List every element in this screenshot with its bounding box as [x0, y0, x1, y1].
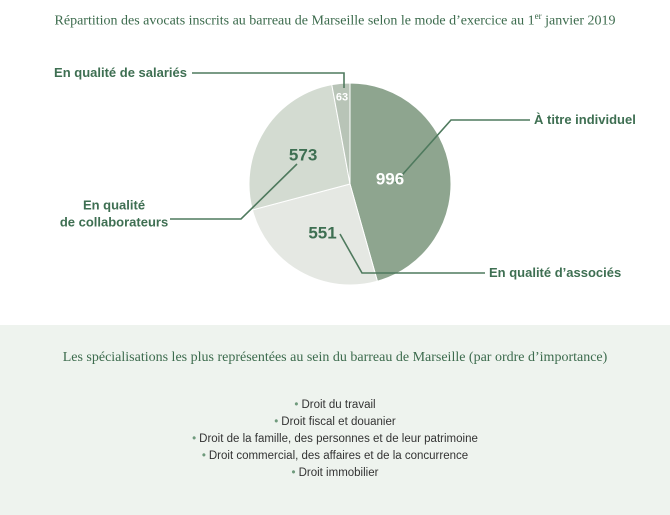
specialisation-label: Droit commercial, des affaires et de la … [208, 450, 469, 462]
specialisation-label: Droit du travail [301, 399, 376, 411]
chart-section: Répartition des avocats inscrits au barr… [54, 11, 636, 286]
specialisations-list: • Droit du travail • Droit fiscal et douani… [0, 397, 670, 482]
slice-callout-label: En qualité de collaborateurs [60, 198, 168, 230]
specialisation-item: • Droit immobilier [0, 465, 670, 482]
specialisation-item: • Droit de la famille, des personnes et d… [0, 431, 670, 448]
callout-line: En qualité [83, 198, 145, 213]
bullet-icon: • [294, 399, 299, 411]
specialisation-label: Droit fiscal et douanier [281, 416, 396, 428]
callout-line: de collaborateurs [60, 215, 168, 230]
specialisations-title: Les spécialisations les plus représentée… [62, 350, 608, 365]
bullet-icon: • [192, 433, 197, 445]
slice-value-label: 551 [308, 223, 336, 242]
leader-line [192, 72, 345, 88]
bullet-icon: • [291, 467, 296, 479]
callout-line: En qualité de salariés [54, 65, 187, 80]
chart-title: Répartition des avocats inscrits au barr… [54, 11, 616, 29]
slice-salaries [331, 82, 351, 185]
specialisation-label: Droit immobilier [298, 467, 379, 479]
specialisation-item: • Droit commercial, des affaires et de la… [0, 448, 670, 465]
callout-line: En qualité d’associés [489, 265, 621, 280]
slice-value-label: 63 [336, 92, 348, 104]
pie-chart: 996 À titre individuel 551 En qualité d’ass… [54, 65, 636, 286]
leader-line [394, 119, 530, 184]
slice-individuel [349, 82, 452, 282]
slice-callout-label: En qualité d’associés [489, 265, 621, 280]
slice-callout-label: À titre individuel [534, 112, 636, 127]
specialisation-item: • Droit du travail [0, 397, 670, 414]
slice-associes [251, 183, 379, 286]
leader-line [339, 233, 485, 274]
bullet-icon: • [274, 416, 279, 428]
slice-collaborateurs [248, 84, 351, 211]
slice-value-label: 573 [289, 145, 317, 164]
specialisation-item: • Droit fiscal et douanier [0, 414, 670, 431]
callout-line: À titre individuel [534, 112, 636, 127]
leader-line [170, 163, 298, 220]
slice-callout-label: En qualité de salariés [54, 65, 187, 80]
specialisations-panel: Les spécialisations les plus représentée… [0, 325, 670, 515]
bullet-icon: • [201, 450, 206, 462]
specialisation-label: Droit de la famille, des personnes et de… [199, 433, 478, 445]
slice-value-label: 996 [376, 170, 404, 189]
